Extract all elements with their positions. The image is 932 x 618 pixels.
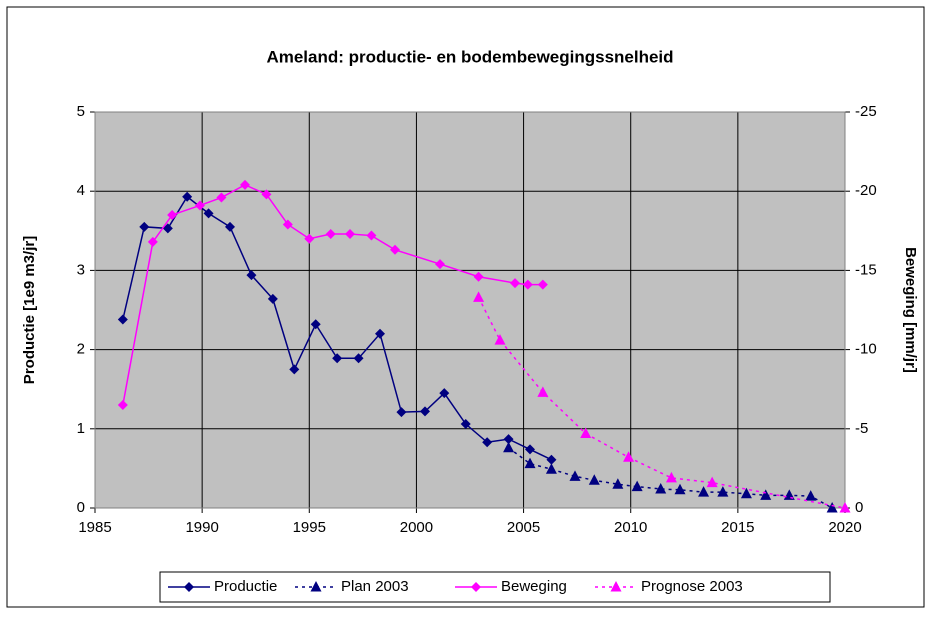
data-point (473, 271, 484, 282)
data-point (588, 474, 600, 485)
data-point (325, 228, 336, 239)
data-point (537, 279, 548, 290)
legend-marker (610, 581, 622, 592)
data-point (195, 200, 205, 211)
data-point (706, 476, 718, 488)
y2-tick-label: -25 (855, 103, 877, 120)
legend-label: Beweging (501, 578, 567, 595)
data-point (494, 334, 506, 345)
data-point (631, 480, 643, 492)
data-point (139, 221, 150, 232)
y-tick-label: 4 (77, 182, 85, 199)
data-point (117, 314, 128, 325)
data-point (216, 192, 227, 203)
y2-tick-label: -5 (855, 420, 868, 437)
data-point (473, 291, 485, 302)
data-point (289, 364, 300, 375)
series-line (508, 447, 833, 509)
data-point (510, 278, 520, 289)
x-tick-label: 2005 (507, 519, 540, 536)
data-point (396, 407, 407, 418)
legend-marker (184, 582, 194, 592)
x-tick-label: 2020 (828, 519, 861, 536)
data-point (345, 228, 355, 239)
x-tick-label: 1990 (185, 519, 218, 536)
data-point (353, 353, 364, 364)
data-point (580, 427, 592, 439)
data-point (304, 233, 315, 244)
data-point (717, 486, 729, 497)
data-point (569, 470, 581, 481)
data-point (246, 270, 257, 281)
x-tick-label: 1985 (78, 519, 111, 536)
x-tick-label: 2000 (400, 519, 433, 536)
data-point (162, 223, 173, 234)
data-point (503, 441, 515, 453)
y2-tick-label: -15 (855, 261, 877, 278)
data-point (545, 463, 557, 474)
data-point (522, 279, 533, 290)
data-point (674, 483, 686, 495)
data-point (332, 353, 343, 364)
data-point (839, 502, 851, 513)
x-tick-label: 1995 (293, 519, 326, 536)
y-tick-label: 3 (77, 261, 85, 278)
data-point (460, 419, 471, 430)
data-point (537, 386, 549, 397)
legend-marker (471, 582, 481, 592)
data-point (117, 400, 128, 411)
data-point (203, 208, 214, 219)
y2-axis-label: Beweging [mm/jr] (902, 247, 919, 373)
data-point (420, 406, 430, 417)
data-point (182, 191, 193, 202)
data-point (826, 502, 838, 513)
data-point (310, 319, 321, 330)
data-point (366, 230, 377, 241)
y-tick-label: 5 (77, 103, 85, 120)
data-point (375, 328, 385, 339)
y-tick-label: 2 (77, 341, 85, 358)
data-point (623, 451, 635, 462)
y-tick-label: 1 (77, 420, 85, 437)
data-point (698, 486, 710, 497)
data-point (282, 219, 293, 230)
data-point (503, 434, 514, 445)
legend-label: Productie (214, 578, 277, 595)
legend-marker (310, 581, 322, 592)
data-point (390, 244, 400, 255)
data-point (760, 489, 772, 500)
data-point (167, 209, 178, 220)
y2-tick-label: -20 (855, 182, 877, 199)
data-point (435, 259, 445, 270)
data-point (524, 457, 536, 469)
data-point (225, 221, 235, 232)
x-tick-label: 2015 (721, 519, 754, 536)
data-point (612, 478, 624, 489)
data-point (261, 189, 272, 200)
data-point (267, 293, 278, 304)
data-point (740, 487, 752, 499)
plot-border (94, 111, 846, 509)
series-line (122, 184, 543, 406)
data-point (525, 444, 535, 455)
data-point (147, 236, 158, 247)
data-point (482, 437, 493, 448)
data-point (439, 388, 450, 399)
y2-tick-label: 0 (855, 499, 863, 516)
data-point (805, 490, 817, 501)
y2-tick-label: -10 (855, 341, 877, 358)
plot-area (95, 112, 845, 508)
data-point (665, 471, 677, 483)
y-tick-label: 0 (77, 499, 85, 516)
data-point (655, 482, 667, 494)
legend-label: Plan 2003 (341, 578, 409, 595)
chart-title: Ameland: productie- en bodembewegingssne… (266, 47, 673, 66)
y-axis-label: Productie [1e9 m3/jr] (21, 236, 38, 384)
legend-label: Prognose 2003 (641, 578, 743, 595)
x-tick-label: 2010 (614, 519, 647, 536)
data-point (546, 454, 557, 465)
data-point (240, 179, 250, 190)
